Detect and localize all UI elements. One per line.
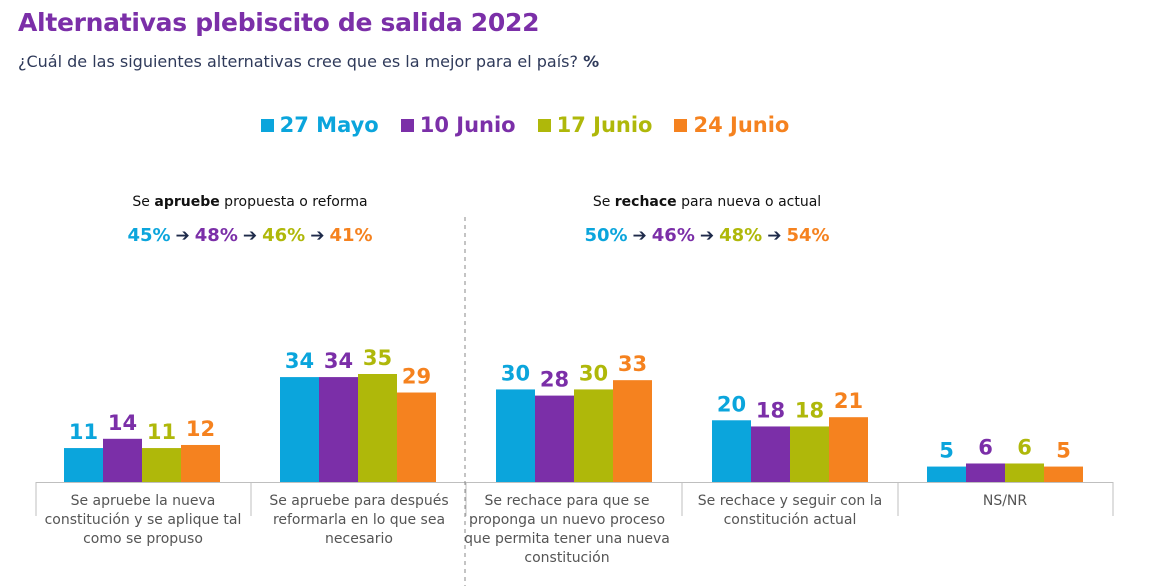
bar: [496, 389, 535, 482]
category-label: Se rechace y seguir con la constitución …: [697, 493, 883, 528]
trend-value: 48%: [194, 225, 238, 246]
arrow-right-icon: ➔: [242, 225, 258, 246]
trend-value: 41%: [329, 225, 373, 246]
trend-value: 45%: [127, 225, 171, 246]
bar: [103, 438, 142, 482]
group-header-post: propuesta o reforma: [219, 194, 368, 210]
legend-swatch: [537, 118, 551, 132]
legend-swatch: [260, 118, 274, 132]
data-label: 12: [186, 417, 215, 441]
group-header-apruebe: Se apruebe propuesta o reforma: [40, 194, 460, 210]
legend-label: 27 Mayo: [279, 113, 379, 137]
bar: [829, 417, 868, 482]
data-label: 29: [402, 365, 431, 389]
bar: [927, 466, 966, 482]
bar: [280, 377, 319, 482]
bar: [319, 377, 358, 482]
subtitle-question: ¿Cuál de las siguientes alternativas cre…: [18, 52, 578, 71]
group-header-pre: Se: [592, 194, 615, 210]
chart-subtitle: ¿Cuál de las siguientes alternativas cre…: [18, 52, 599, 71]
legend-label: 10 Junio: [419, 113, 516, 137]
bar: [397, 392, 436, 482]
bar: [712, 420, 751, 482]
arrow-right-icon: ➔: [699, 225, 715, 246]
legend-label: 17 Junio: [556, 113, 653, 137]
data-label: 11: [147, 420, 176, 444]
legend-swatch: [674, 118, 688, 132]
bar: [574, 389, 613, 482]
arrow-right-icon: ➔: [175, 225, 190, 246]
data-label: 28: [540, 368, 569, 392]
category-label: Se rechace para que se proponga un nuevo…: [464, 493, 670, 566]
trend-value: 46%: [651, 225, 695, 246]
group-header-pre: Se: [132, 194, 155, 210]
bar: [613, 380, 652, 482]
arrow-right-icon: ➔: [767, 225, 782, 246]
data-label: 30: [501, 361, 530, 385]
bar: [535, 395, 574, 482]
trend-value: 46%: [262, 225, 306, 246]
data-label: 34: [285, 349, 314, 373]
bar: [751, 426, 790, 482]
bar: [966, 463, 1005, 482]
data-label: 18: [756, 398, 785, 422]
data-label: 5: [939, 439, 954, 463]
data-label: 34: [324, 349, 353, 373]
category-label: Se apruebe la nueva constitución y se ap…: [44, 493, 242, 547]
group-header-bold: rechace: [614, 194, 677, 210]
bar: [142, 448, 181, 482]
legend-item-17-junio: 17 Junio: [537, 113, 653, 137]
arrow-right-icon: ➔: [632, 225, 647, 246]
trend-value: 48%: [719, 225, 763, 246]
trend-value: 54%: [786, 225, 830, 246]
data-label: 35: [363, 346, 392, 370]
trend-value: 50%: [584, 225, 628, 246]
legend-item-10-junio: 10 Junio: [400, 113, 516, 137]
group-header-rechace: Se rechace para nueva o actual: [497, 194, 917, 210]
legend-label: 24 Junio: [693, 113, 790, 137]
data-label: 21: [834, 389, 863, 413]
bar: [1005, 463, 1044, 482]
data-label: 14: [108, 411, 137, 435]
data-label: 6: [978, 435, 993, 459]
trend-rechace: 50% ➔ 46% ➔ 48% ➔ 54%: [497, 225, 917, 246]
chart-title: Alternativas plebiscito de salida 2022: [18, 8, 540, 37]
arrow-right-icon: ➔: [310, 225, 325, 246]
bar: [181, 444, 220, 482]
legend-swatch: [400, 118, 414, 132]
subtitle-unit: %: [583, 52, 600, 71]
category-label: NS/NR: [982, 493, 1028, 509]
bar: [358, 374, 397, 482]
data-label: 20: [717, 392, 746, 416]
group-header-post: para nueva o actual: [676, 194, 822, 210]
data-label: 6: [1017, 435, 1032, 459]
trend-apruebe: 45% ➔ 48% ➔ 46% ➔ 41%: [40, 225, 460, 246]
data-label: 33: [618, 352, 647, 376]
data-label: 11: [69, 420, 98, 444]
data-label: 30: [579, 361, 608, 385]
group-header-bold: apruebe: [154, 194, 220, 210]
data-label: 5: [1056, 439, 1071, 463]
bar: [64, 448, 103, 482]
data-label: 18: [795, 398, 824, 422]
legend: 27 Mayo 10 Junio 17 Junio 24 Junio: [0, 113, 1050, 137]
bar: [790, 426, 829, 482]
category-label: Se apruebe para después reformarla en lo…: [269, 493, 449, 547]
bar: [1044, 466, 1083, 482]
legend-item-24-junio: 24 Junio: [674, 113, 789, 137]
legend-item-27-mayo: 27 Mayo: [260, 113, 379, 137]
